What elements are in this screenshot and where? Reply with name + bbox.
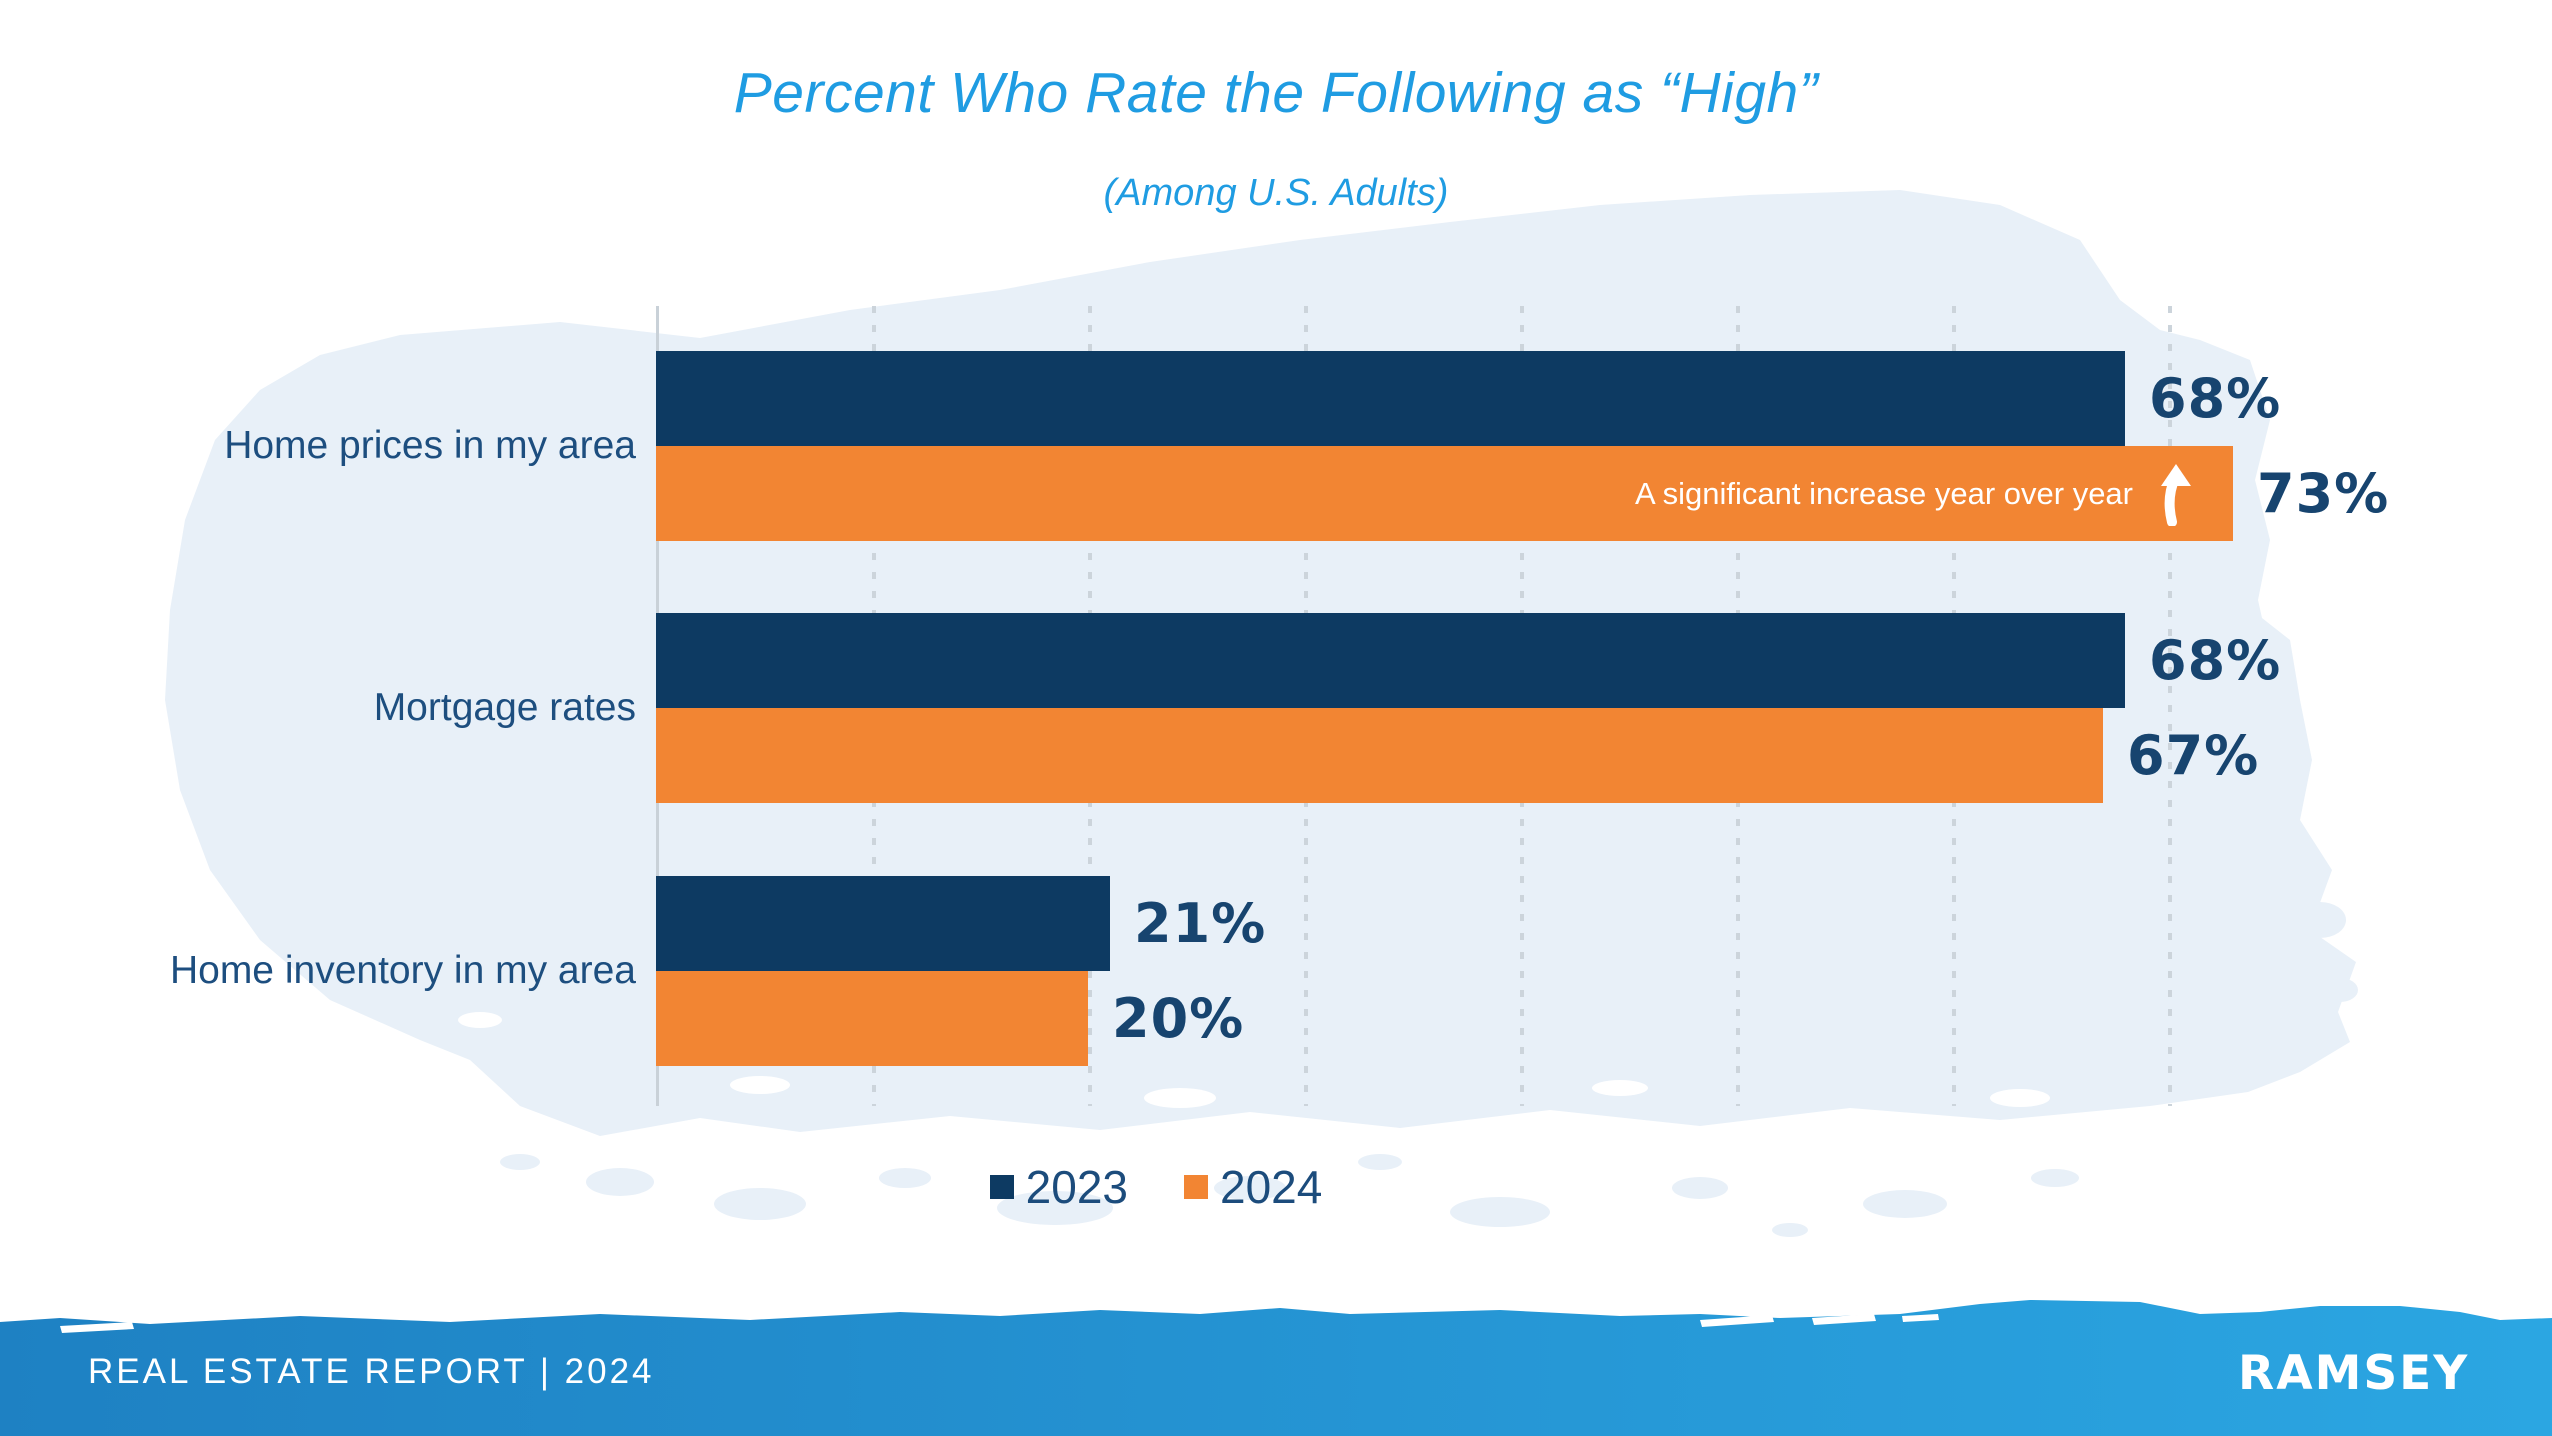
category-label-2: Mortgage rates (373, 685, 636, 729)
bar-2023-row1 (656, 351, 2125, 446)
value-label-2023-row1: 68% (2149, 367, 2282, 430)
bar-2024-row1: A significant increase year over year (656, 446, 2233, 541)
legend-label-2023: 2023 (1025, 1161, 1128, 1213)
bar-2024-row3 (656, 971, 1088, 1066)
bar-2023-row2 (656, 613, 2125, 708)
value-label-2023-row3: 21% (1134, 892, 1267, 955)
chart-title: Percent Who Rate the Following as “High” (733, 61, 1819, 125)
category-label-1: Home prices in my area (224, 423, 636, 467)
annotation-text: A significant increase year over year (1635, 475, 2133, 511)
bar-2024-row2 (656, 708, 2103, 803)
legend-item-2023: 2023 (989, 1160, 1128, 1214)
category-label-3: Home inventory in my area (169, 948, 636, 992)
legend-swatch-2023 (989, 1175, 1014, 1199)
legend: 2023 2024 (0, 1160, 2432, 1214)
legend-swatch-2024 (1184, 1175, 1208, 1199)
ramsey-logo: RAMSEY (2238, 1346, 2470, 1401)
footer-report-label: REAL ESTATE REPORT | 2024 (88, 1352, 655, 1391)
bar-2023-row3 (656, 876, 1110, 971)
footer-wave-brush-gaps (60, 1305, 2552, 1333)
value-label-2024-row1: 73% (2257, 462, 2390, 525)
up-arrow-icon (2161, 463, 2191, 526)
chart-subtitle: (Among U.S. Adults) (1103, 172, 1449, 214)
gridline-70pct (2168, 306, 2172, 1106)
value-label-2023-row2: 68% (2149, 629, 2282, 692)
legend-item-2024: 2024 (1184, 1160, 1322, 1214)
footer-wave (0, 1300, 2552, 1436)
annotation: A significant increase year over year (1635, 446, 2197, 541)
legend-label-2024: 2024 (1220, 1161, 1323, 1213)
value-label-2024-row3: 20% (1112, 987, 1245, 1050)
value-label-2024-row2: 67% (2127, 724, 2260, 787)
